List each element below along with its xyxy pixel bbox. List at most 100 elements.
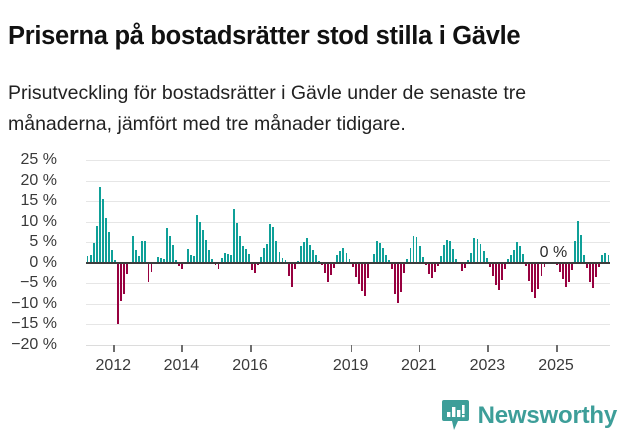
chart-bar[interactable] <box>92 243 95 263</box>
chart-bar[interactable] <box>567 262 570 282</box>
chart-bar[interactable] <box>281 257 284 263</box>
chart-bar[interactable] <box>123 262 125 294</box>
chart-bar[interactable] <box>516 242 518 263</box>
chart-bar[interactable] <box>171 244 174 263</box>
chart-bar[interactable] <box>497 262 500 290</box>
chart-bar[interactable] <box>223 252 226 263</box>
chart-bar[interactable] <box>299 245 302 263</box>
chart-bar[interactable] <box>503 262 506 270</box>
chart-bar[interactable] <box>357 262 360 285</box>
chart-bar[interactable] <box>397 262 400 304</box>
chart-bar[interactable] <box>577 220 579 263</box>
chart-bar[interactable] <box>586 262 589 268</box>
chart-bar[interactable] <box>229 255 232 263</box>
chart-bar[interactable] <box>333 262 336 268</box>
chart-bar[interactable] <box>302 242 305 263</box>
chart-bar[interactable] <box>430 262 433 279</box>
chart-bar[interactable] <box>98 187 101 263</box>
chart-bar[interactable] <box>120 262 122 301</box>
chart-bar[interactable] <box>254 262 256 274</box>
chart-bar[interactable] <box>540 262 543 276</box>
chart-bar[interactable] <box>263 247 266 263</box>
chart-bar[interactable] <box>101 199 104 263</box>
chart-bar[interactable] <box>235 223 238 263</box>
chart-bar[interactable] <box>135 249 138 263</box>
chart-bar[interactable] <box>339 251 342 263</box>
chart-bar[interactable] <box>412 235 415 263</box>
chart-bar[interactable] <box>607 254 610 263</box>
chart-bar[interactable] <box>156 257 159 263</box>
chart-bar[interactable] <box>485 257 488 263</box>
chart-bar[interactable] <box>211 259 214 263</box>
chart-bar[interactable] <box>168 236 171 263</box>
chart-bar[interactable] <box>241 245 244 263</box>
chart-bar[interactable] <box>375 241 378 263</box>
chart-bar[interactable] <box>269 224 272 263</box>
chart-bar[interactable] <box>598 262 601 267</box>
chart-bar[interactable] <box>409 247 412 263</box>
chart-bar[interactable] <box>446 239 448 263</box>
chart-bar[interactable] <box>345 252 348 263</box>
chart-bar[interactable] <box>455 258 458 263</box>
chart-bar[interactable] <box>595 262 598 277</box>
chart-bar[interactable] <box>220 257 223 263</box>
chart-bar[interactable] <box>327 262 330 282</box>
chart-bar[interactable] <box>372 253 375 263</box>
chart-bar[interactable] <box>366 262 369 278</box>
chart-bar[interactable] <box>144 241 147 263</box>
chart-bar[interactable] <box>89 254 92 263</box>
chart-bar[interactable] <box>528 262 531 281</box>
chart-bar[interactable] <box>522 253 525 263</box>
chart-bar[interactable] <box>488 262 491 267</box>
chart-bar[interactable] <box>427 262 430 275</box>
chart-bar[interactable] <box>491 262 494 276</box>
chart-bar[interactable] <box>574 240 576 263</box>
chart-bar[interactable] <box>187 248 189 263</box>
chart-bar[interactable] <box>439 256 442 263</box>
chart-bar[interactable] <box>196 215 199 263</box>
chart-bar[interactable] <box>601 255 604 263</box>
chart-bar[interactable] <box>248 253 250 263</box>
chart-bar[interactable] <box>95 225 98 263</box>
chart-bar[interactable] <box>482 251 485 263</box>
chart-bar[interactable] <box>473 238 476 263</box>
chart-bar[interactable] <box>308 244 311 263</box>
chart-bar[interactable] <box>150 262 153 272</box>
chart-bar[interactable] <box>531 262 534 293</box>
chart-bar[interactable] <box>104 217 107 263</box>
chart-bar[interactable] <box>558 262 561 272</box>
chart-bar[interactable] <box>436 262 439 267</box>
chart-bar[interactable] <box>330 262 333 276</box>
chart-bar[interactable] <box>452 248 455 263</box>
chart-bar[interactable] <box>238 236 241 263</box>
chart-bar[interactable] <box>260 257 263 263</box>
chart-bar[interactable] <box>275 240 278 263</box>
chart-bar[interactable] <box>479 243 482 263</box>
chart-bar[interactable] <box>159 257 162 263</box>
chart-bar[interactable] <box>510 254 512 263</box>
chart-bar[interactable] <box>113 260 116 263</box>
chart-bar[interactable] <box>193 256 196 263</box>
chart-bar[interactable] <box>141 240 144 263</box>
chart-bar[interactable] <box>470 252 473 263</box>
chart-bar[interactable] <box>476 238 479 263</box>
chart-bar[interactable] <box>351 262 354 267</box>
chart-bar[interactable] <box>336 255 339 263</box>
chart-bar[interactable] <box>561 262 564 280</box>
chart-bar[interactable] <box>564 262 567 288</box>
chart-bar[interactable] <box>363 262 366 297</box>
chart-bar[interactable] <box>290 262 293 287</box>
chart-bar[interactable] <box>494 262 497 285</box>
chart-bar[interactable] <box>570 262 573 271</box>
chart-bar[interactable] <box>138 256 141 263</box>
chart-bar[interactable] <box>86 256 89 263</box>
chart-bar[interactable] <box>418 246 421 263</box>
chart-bar[interactable] <box>305 238 308 263</box>
chart-bar[interactable] <box>315 254 317 263</box>
chart-bar[interactable] <box>132 235 135 263</box>
chart-bar[interactable] <box>449 241 451 263</box>
chart-bar[interactable] <box>592 262 595 289</box>
chart-bar[interactable] <box>208 250 211 263</box>
chart-bar[interactable] <box>394 262 397 294</box>
chart-bar[interactable] <box>190 254 193 263</box>
